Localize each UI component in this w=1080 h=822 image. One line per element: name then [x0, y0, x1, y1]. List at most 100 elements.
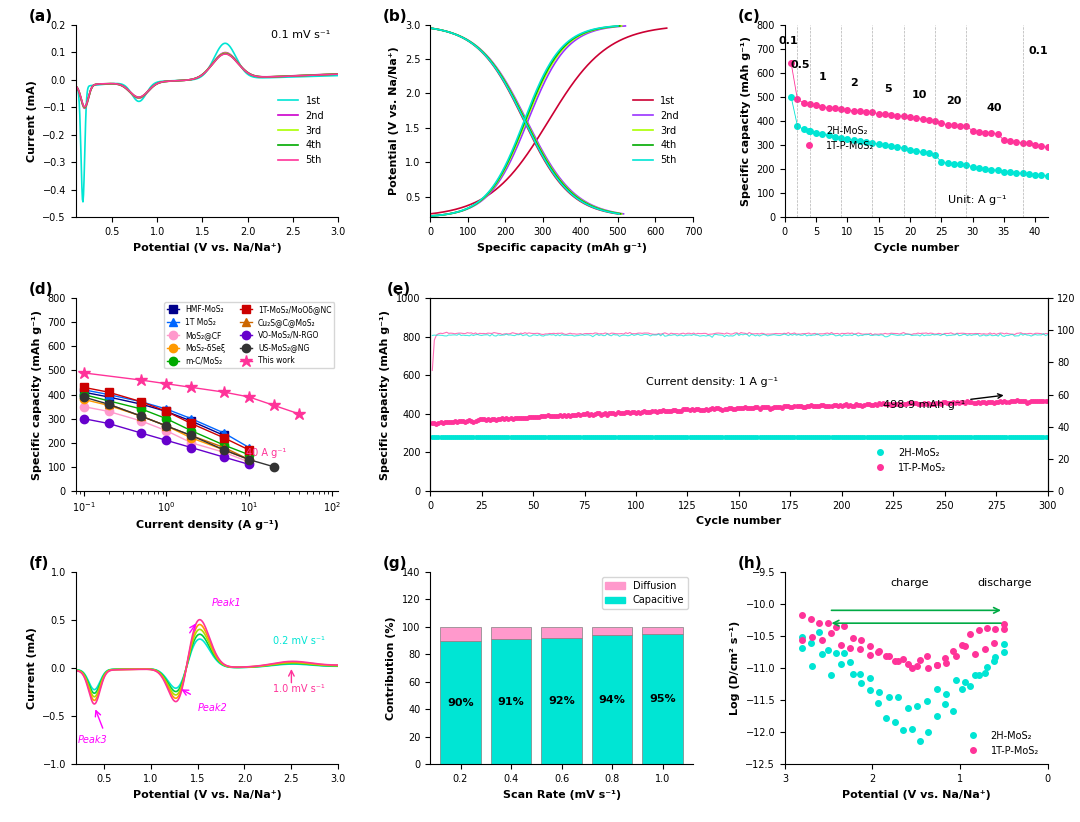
4th [227, 53, 240, 62]
4th [583, 25, 596, 35]
1st [285, 72, 298, 82]
Y-axis label: Specific capacity (mAh g⁻¹): Specific capacity (mAh g⁻¹) [31, 310, 42, 479]
2H-MoS₂ [878, 140, 891, 150]
MoS₂@CF [218, 447, 231, 457]
Text: 1: 1 [819, 72, 826, 82]
VO-MoS₂/N-RGO [102, 418, 114, 428]
Line: 1T-P-MoS₂: 1T-P-MoS₂ [788, 60, 1080, 151]
5th [536, 73, 549, 83]
2H-MoS₂ [1035, 170, 1048, 180]
1T-P-MoS₂ [991, 128, 1004, 138]
2H-MoS₂ [1023, 169, 1036, 179]
1T-MoS₂/MoOδ@NC [160, 407, 173, 417]
This work [160, 379, 173, 389]
1T-P-MoS₂ [1010, 137, 1023, 147]
1T-P-MoS₂ [816, 102, 829, 112]
2nd [332, 69, 345, 79]
2H-MoS₂ [860, 137, 873, 147]
m-C/MoS₂ [218, 441, 231, 450]
3rd [585, 25, 598, 35]
This work [293, 409, 306, 418]
Cu₂S@C@MoS₂ [218, 442, 231, 452]
1T-P-MoS₂ [897, 111, 910, 121]
2H-MoS₂ [835, 133, 848, 143]
5th [285, 71, 298, 81]
X-axis label: Cycle number: Cycle number [874, 242, 959, 252]
2H-MoS₂ [822, 131, 835, 141]
2nd [218, 48, 231, 58]
2nd [285, 71, 298, 81]
2nd [78, 104, 91, 113]
2H-MoS₂ [991, 165, 1004, 175]
2nd [326, 69, 339, 79]
1T-P-MoS₂ [794, 402, 807, 412]
2H-MoS₂ [1016, 169, 1029, 178]
Legend: HMF-MoS₂, 1T MoS₂, MoS₂@CF, MoS₂-δSeξ, m-C/MoS₂, 1T-MoS₂/MoOδ@NC, Cu₂S@C@MoS₂, V: HMF-MoS₂, 1T MoS₂, MoS₂@CF, MoS₂-δSeξ, m… [164, 302, 335, 368]
US-MoS₂@NG [243, 455, 256, 464]
3rd [194, 71, 207, 81]
m-C/MoS₂ [243, 450, 256, 459]
2H-MoS₂ [873, 139, 886, 149]
2H-MoS₂ [984, 432, 997, 442]
2H-MoS₂ [944, 432, 957, 442]
US-MoS₂@NG [160, 421, 173, 431]
4th [69, 81, 82, 91]
MoS₂@CF [185, 438, 198, 448]
X-axis label: Potential (V vs. Na/Na⁺): Potential (V vs. Na/Na⁺) [133, 242, 281, 252]
3rd [423, 211, 436, 221]
MoS₂@CF [160, 426, 173, 436]
Cu₂S@C@MoS₂ [243, 455, 256, 464]
1T-P-MoS₂ [878, 109, 891, 119]
Line: 1st: 1st [430, 28, 666, 214]
2H-MoS₂ [1028, 170, 1041, 180]
MoS₂-δSeξ [135, 411, 148, 421]
Text: 0.1: 0.1 [779, 36, 798, 46]
US-MoS₂@NG [185, 431, 198, 441]
Y-axis label: Specific capacity (mAh g⁻¹): Specific capacity (mAh g⁻¹) [741, 36, 751, 206]
Line: 2nd: 2nd [76, 53, 338, 109]
2H-MoS₂ [1003, 167, 1016, 177]
1T-MoS₂/MoOδ@NC [218, 433, 231, 443]
1T-P-MoS₂ [1041, 395, 1054, 405]
2H-MoS₂ [885, 141, 897, 151]
1T-P-MoS₂ [866, 108, 879, 118]
2H-MoS₂ [978, 164, 991, 174]
3rd [541, 67, 554, 77]
Text: 0.1 mV s⁻¹: 0.1 mV s⁻¹ [271, 30, 330, 40]
2nd [539, 75, 552, 85]
Text: discharge: discharge [977, 578, 1032, 588]
Legend: 2H-MoS₂, 1T-P-MoS₂: 2H-MoS₂, 1T-P-MoS₂ [867, 444, 950, 477]
5th [227, 53, 240, 63]
2nd [543, 67, 556, 77]
1T-P-MoS₂ [885, 110, 897, 120]
4th [285, 71, 298, 81]
4th [332, 69, 345, 79]
1T-P-MoS₂ [853, 106, 866, 116]
2nd [540, 73, 553, 83]
US-MoS₂@NG [135, 411, 148, 421]
Text: (f): (f) [28, 556, 49, 571]
2H-MoS₂ [891, 142, 904, 152]
MoS₂-δSeξ [77, 395, 90, 404]
US-MoS₂@NG [77, 392, 90, 402]
1T-P-MoS₂ [822, 103, 835, 113]
Bar [592, 627, 632, 635]
2H-MoS₂ [1041, 432, 1054, 442]
2nd [619, 21, 632, 31]
Bar [491, 640, 531, 764]
1T MoS₂ [218, 428, 231, 438]
Text: (a): (a) [28, 9, 53, 24]
4th [212, 53, 225, 62]
5th [218, 49, 231, 59]
Line: 2nd: 2nd [430, 26, 625, 216]
Text: 20: 20 [946, 96, 961, 106]
3rd [285, 71, 298, 81]
Text: 95%: 95% [649, 694, 676, 704]
1T MoS₂ [185, 413, 198, 423]
3rd [218, 48, 231, 58]
2H-MoS₂ [985, 164, 998, 174]
Line: 5th: 5th [430, 26, 618, 216]
Y-axis label: Current (mA): Current (mA) [27, 627, 37, 709]
1st [660, 23, 673, 33]
Text: 10: 10 [912, 90, 927, 99]
